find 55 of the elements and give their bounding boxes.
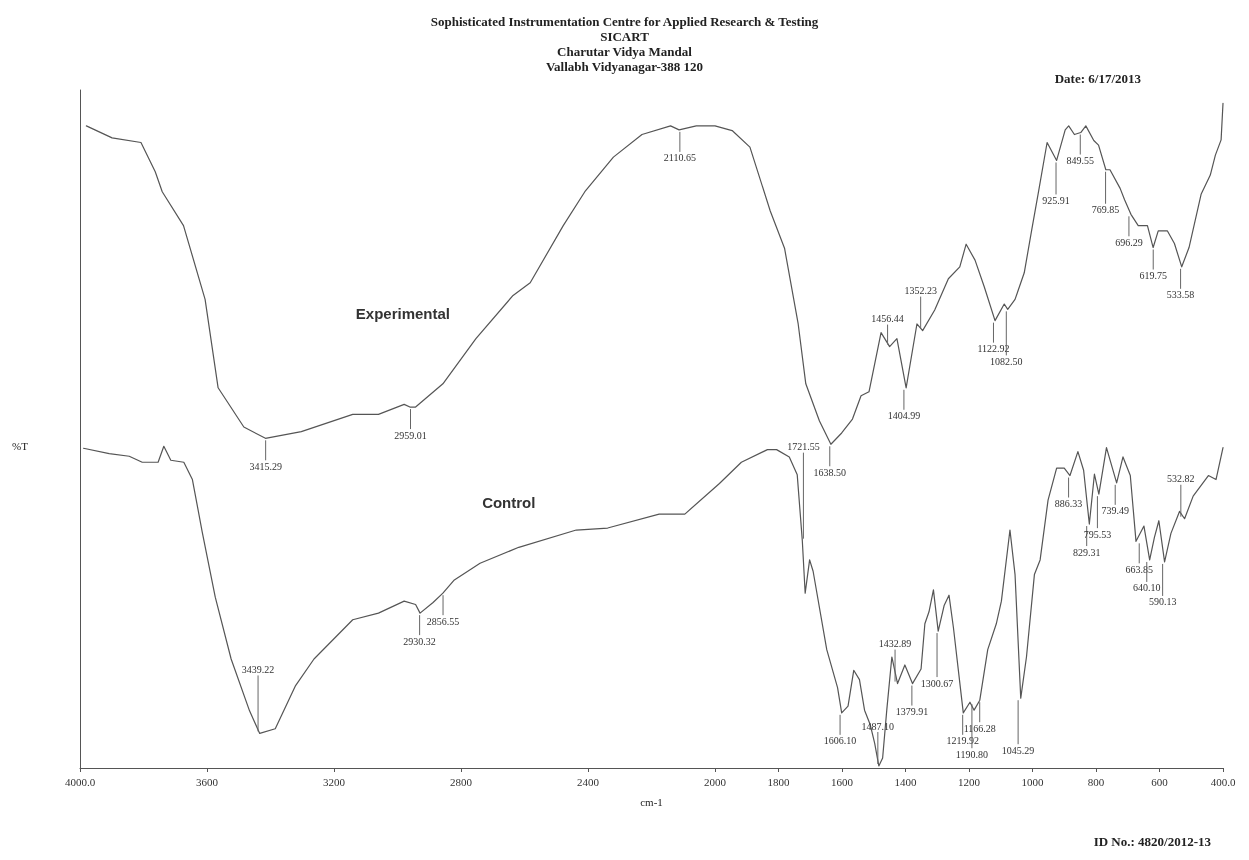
text: Experimental (355, 305, 451, 323)
x-tick-label: 1600 (831, 775, 854, 788)
annotation: 2856.55 (426, 615, 460, 627)
text: ID No.: 4820/2012-13 (1093, 834, 1212, 849)
x-tick-label: 3200 (323, 775, 346, 788)
chart-title: Sophisticated Instrumentation Centre for Applied Research & Testing (430, 14, 819, 29)
text: Control (482, 493, 536, 511)
x-tick-label: 800 (1087, 775, 1105, 788)
x-axis-title: cm-1 (640, 795, 663, 808)
annotation: 1352.23 (904, 285, 937, 297)
annotation: 1045.29 (1001, 744, 1035, 756)
annotation: 769.85 (1091, 204, 1120, 216)
annotation: 3439.22 (241, 663, 275, 675)
annotation: 1219.92 (946, 735, 979, 747)
annotation: 925.91 (1042, 194, 1070, 206)
annotation: 1166.28 (963, 722, 996, 734)
x-tick-label: 400.0 (1210, 775, 1236, 788)
annotation: 1606.10 (823, 735, 857, 747)
x-tick-label: 1000 (1021, 775, 1044, 788)
annotation: 1432.89 (878, 638, 912, 650)
annotation: 739.49 (1101, 505, 1129, 517)
x-tick-label: 3600 (196, 775, 219, 788)
annotation: 1379.91 (895, 706, 929, 718)
y-axis-title: %T (12, 439, 29, 452)
annotation: 640.10 (1133, 582, 1161, 594)
x-tick-label: 1200 (958, 775, 981, 788)
x-tick-label: 1400 (894, 775, 917, 788)
annotation: 590.13 (1148, 596, 1177, 608)
annotation: 663.85 (1125, 563, 1153, 575)
x-tick-label: 600 (1151, 775, 1169, 788)
annotation: 619.75 (1139, 270, 1167, 282)
annotation: 1638.50 (813, 466, 847, 478)
annotation: 1082.50 (990, 355, 1023, 367)
x-tick-label: 4000.0 (64, 775, 96, 788)
annotation: 1721.55 (787, 441, 820, 453)
annotation: 2959.01 (394, 429, 427, 441)
x-tick-label: 1800 (767, 775, 790, 788)
annotation: 533.58 (1166, 289, 1195, 301)
annotation: 1300.67 (920, 677, 954, 689)
annotation: 849.55 (1066, 155, 1095, 167)
annotation: 532.82 (1167, 473, 1195, 485)
annotation: 2930.32 (403, 635, 436, 647)
text: Date: 6/17/2013 (1054, 71, 1142, 86)
annotation: 886.33 (1054, 498, 1083, 510)
x-tick-label: 2800 (450, 775, 473, 788)
annotation: 1404.99 (887, 410, 921, 422)
annotation: 3415.29 (249, 460, 282, 472)
chart-subtitle: SICART Charutar Vidya Mandal Vallabh Vidyanagar-388 120 (545, 29, 704, 74)
annotation: 696.29 (1115, 236, 1143, 248)
annotation: 1190.80 (955, 748, 988, 760)
annotation: 1456.44 (871, 313, 904, 325)
x-tick-label: 2400 (577, 775, 600, 788)
annotation: 2110.65 (663, 152, 696, 164)
x-tick-label: 2000 (704, 775, 727, 788)
annotation: 829.31 (1072, 546, 1101, 558)
